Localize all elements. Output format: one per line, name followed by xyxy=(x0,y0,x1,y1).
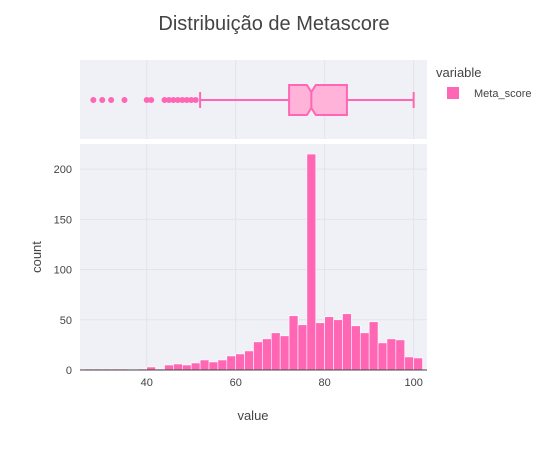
histogram-bar xyxy=(333,319,343,371)
box-outlier-point xyxy=(179,97,186,103)
histogram-bar xyxy=(288,315,299,371)
histogram-bar xyxy=(226,355,237,371)
legend-label: Meta_score xyxy=(474,88,531,100)
histogram-bar xyxy=(190,362,201,371)
box-outlier-point xyxy=(188,97,195,103)
box-outlier-point xyxy=(143,97,150,103)
histogram-bar xyxy=(368,321,379,371)
box-outlier-point xyxy=(121,97,128,103)
x-tick-label: 80 xyxy=(319,377,331,389)
box-panel xyxy=(80,60,427,139)
y-tick-label: 150 xyxy=(54,214,72,226)
histogram-bar xyxy=(173,363,183,371)
box-outlier-point xyxy=(148,97,155,103)
histogram-bar xyxy=(297,324,308,371)
histogram-bars xyxy=(84,153,423,371)
histogram-bar xyxy=(395,339,406,371)
box-outlier-point xyxy=(165,97,172,103)
histogram-bar xyxy=(342,313,352,371)
histogram-bar xyxy=(404,356,414,371)
x-tick-label: 40 xyxy=(141,377,153,389)
histogram-bar xyxy=(217,359,228,371)
box-outlier-point xyxy=(174,97,181,103)
histogram-bar xyxy=(253,341,263,371)
histogram-bar xyxy=(208,361,219,371)
y-axis-title: count xyxy=(29,241,44,273)
x-tick-label: 60 xyxy=(230,377,242,389)
x-tick-label: 100 xyxy=(404,377,422,389)
histogram-bar xyxy=(315,322,325,371)
y-tick-label: 100 xyxy=(54,265,72,277)
histogram-bar xyxy=(386,338,397,371)
histogram-bar xyxy=(235,353,245,371)
box-outlier-point xyxy=(108,97,115,103)
histogram-bar xyxy=(199,359,210,371)
chart-title: Distribuição de Metascore xyxy=(158,13,389,35)
box-body xyxy=(288,84,348,116)
y-tick-label: 0 xyxy=(66,365,72,377)
legend-item-meta-score[interactable]: Meta_score xyxy=(447,87,531,100)
histogram-bar xyxy=(359,332,370,371)
y-tick-labels: 0 50 100 150 200 xyxy=(54,164,72,377)
histogram-bar xyxy=(270,332,281,371)
histogram-bar xyxy=(262,338,272,371)
histogram-panel: 40 60 80 100 0 50 100 150 200 xyxy=(54,144,427,389)
histogram-bar xyxy=(351,325,361,371)
box-outlier-point xyxy=(99,97,106,103)
x-tick-labels: 40 60 80 100 xyxy=(141,377,423,389)
box-outlier-point xyxy=(161,97,168,103)
box-outlier-point xyxy=(192,97,199,103)
legend-title: variable xyxy=(436,65,482,80)
histogram-bar xyxy=(306,153,317,371)
histogram-bar xyxy=(377,342,388,371)
histogram-bar xyxy=(413,357,423,371)
y-tick-label: 200 xyxy=(54,164,72,176)
y-tick-label: 50 xyxy=(60,315,72,327)
legend-swatch xyxy=(447,87,459,99)
histogram-bar xyxy=(324,316,334,371)
histogram-bar xyxy=(244,350,254,371)
box-outlier-point xyxy=(170,97,177,103)
box-outlier-point xyxy=(90,97,97,103)
histogram-bar xyxy=(164,364,174,371)
histogram-bar xyxy=(182,364,192,371)
histogram-gridlines xyxy=(80,144,427,370)
box-marks xyxy=(90,84,415,116)
box-outlier-point xyxy=(183,97,190,103)
histogram-bar xyxy=(279,335,290,371)
x-axis-title: value xyxy=(237,408,268,423)
legend: variable Meta_score xyxy=(436,65,531,100)
